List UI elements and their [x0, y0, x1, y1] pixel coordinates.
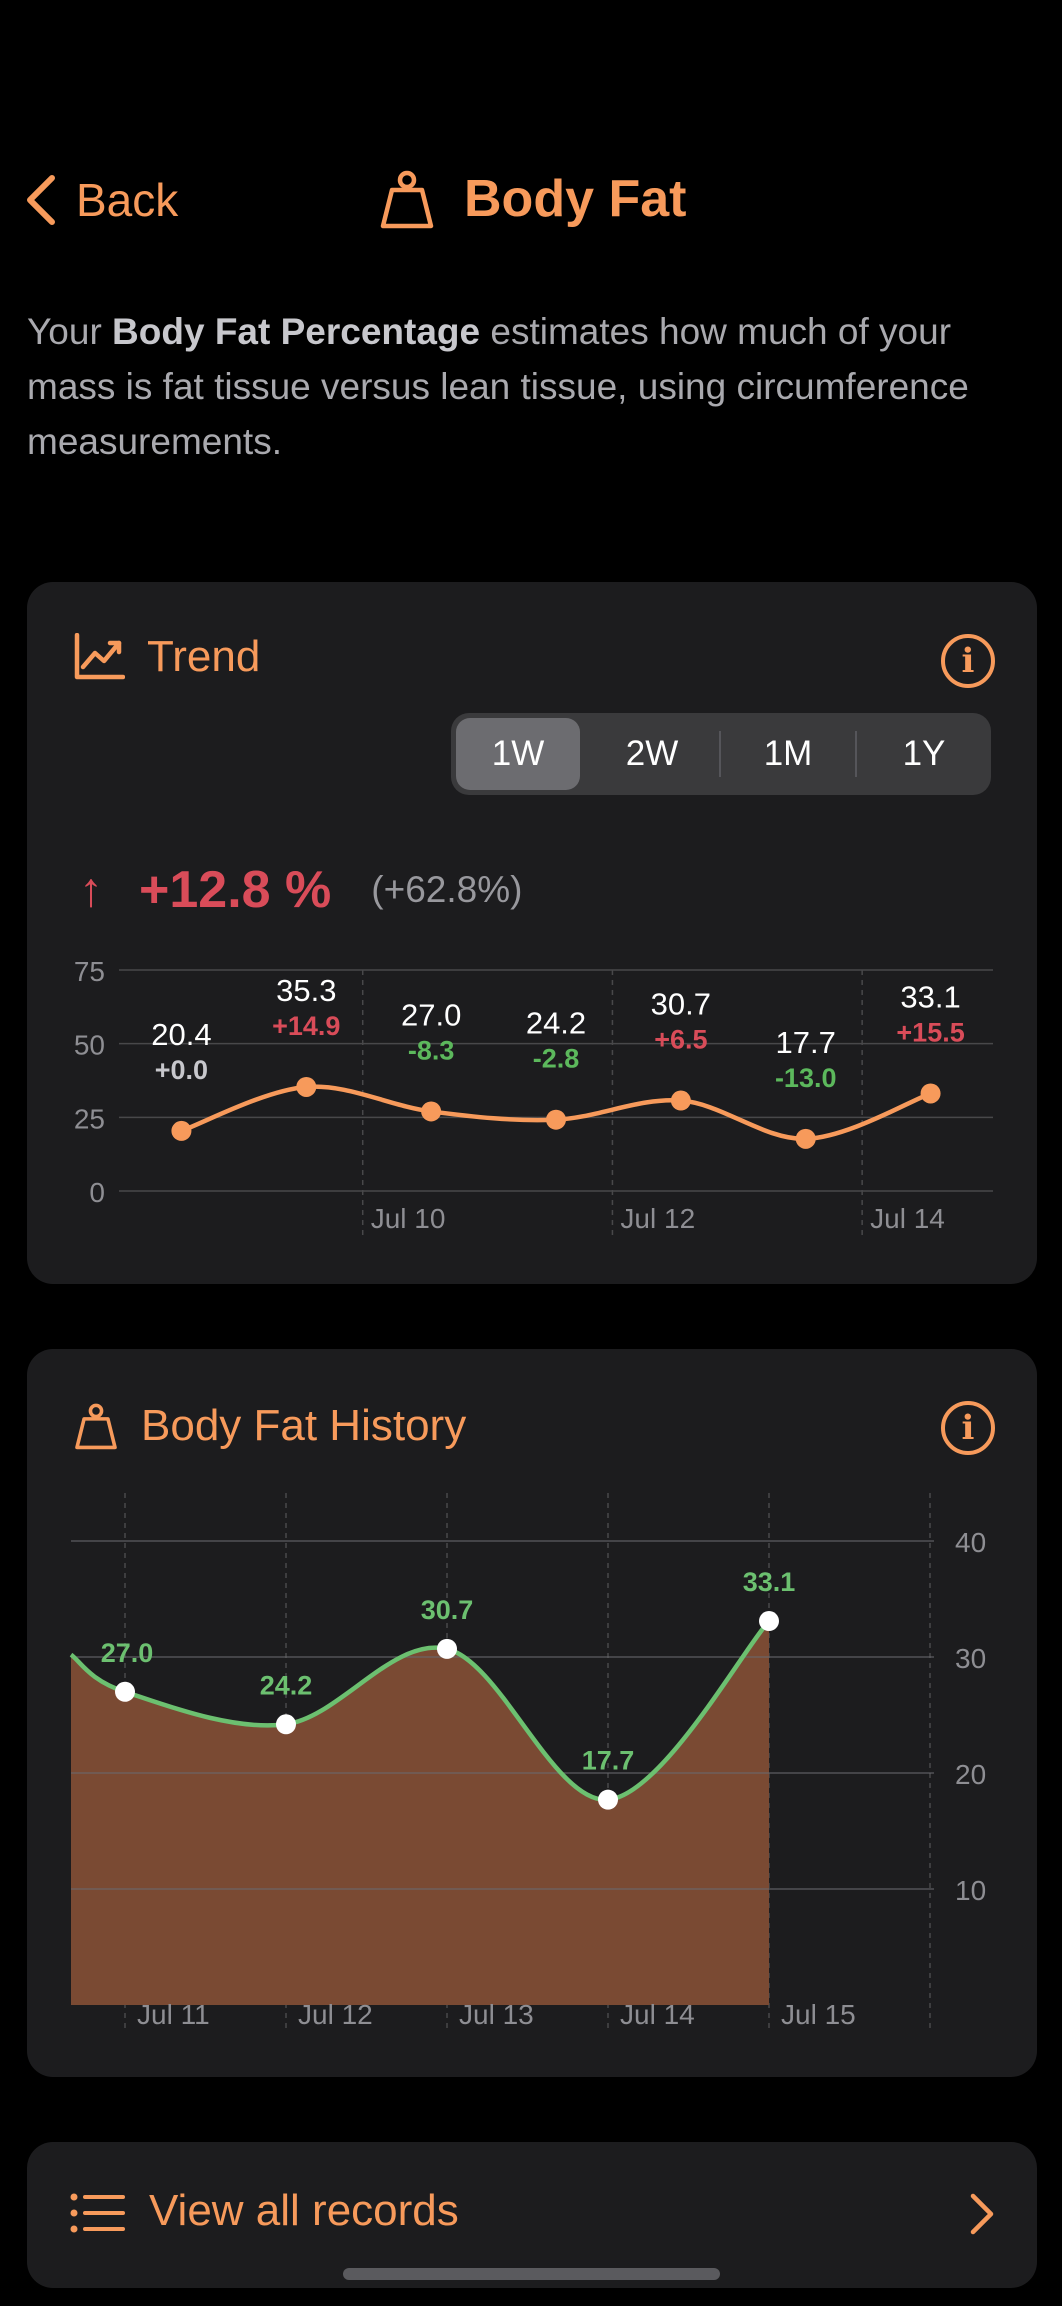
trend-info-icon[interactable]: i: [941, 634, 995, 688]
change-percent: (+62.8%): [371, 869, 523, 910]
history-title: Body Fat History: [141, 1401, 467, 1450]
description: Your Body Fat Percentage estimates how m…: [27, 304, 1037, 469]
home-indicator[interactable]: [343, 2268, 720, 2280]
trend-point: [546, 1109, 566, 1130]
trend-x-tick: Jul 14: [870, 1203, 945, 1234]
trend-title: Trend: [147, 632, 261, 681]
trend-chart-icon: [74, 633, 125, 680]
page-title: Body Fat: [378, 168, 686, 230]
trend-delta-label: -8.3: [408, 1035, 455, 1065]
trend-chart: 75 50 25 0 Jul 10 Jul 12 Jul 14 20.4+0.0 35.3+14…: [74, 956, 993, 1239]
history-y-tick: 10: [955, 1875, 986, 1906]
back-label: Back: [76, 174, 179, 226]
trend-delta-label: +6.5: [654, 1025, 707, 1055]
trend-point: [171, 1120, 192, 1141]
view-all-records-button[interactable]: View all records: [27, 2142, 1037, 2288]
page-title-text: Body Fat: [464, 170, 687, 228]
history-point: [759, 1611, 779, 1632]
segment-1y[interactable]: 1Y: [902, 734, 946, 773]
history-point: [115, 1681, 135, 1702]
history-point: [598, 1789, 618, 1810]
trend-point: [920, 1083, 941, 1104]
trend-y-tick: 50: [74, 1030, 105, 1061]
description-suffix: estimates how much of your mass is fat t…: [27, 311, 969, 462]
history-point: [276, 1714, 296, 1735]
segment-divider: [855, 731, 857, 777]
trend-value-label: 35.3: [276, 973, 336, 1008]
history-x-tick: Jul 15: [781, 1999, 856, 2030]
chevron-right-icon: [970, 2193, 994, 2235]
history-x-tick: Jul 12: [298, 1999, 373, 2030]
history-x-tick: Jul 11: [137, 1999, 210, 2030]
trend-point: [421, 1101, 442, 1122]
history-value-label: 30.7: [421, 1595, 474, 1625]
history-value-label: 27.0: [101, 1638, 154, 1668]
trend-delta-label: +14.9: [272, 1011, 340, 1041]
history-value-label: 33.1: [743, 1567, 796, 1597]
weight-icon: [380, 170, 434, 229]
chevron-left-icon: [27, 175, 55, 225]
trend-point: [670, 1090, 691, 1111]
history-chart: 40 30 20 10 27.0 24.2 30.7 17.7 33.1 Jul 11 Jul 12…: [69, 1493, 986, 2030]
segment-1m[interactable]: 1M: [763, 734, 813, 773]
history-x-tick: Jul 14: [620, 1999, 695, 2030]
trend-point: [296, 1076, 317, 1097]
arrow-up-icon: ↑: [79, 863, 103, 917]
history-card: Body Fat History i 40 30 20 10 27.0 24.2 30.7 1…: [27, 1349, 1037, 2077]
history-value-label: 17.7: [582, 1746, 635, 1776]
history-area: [71, 1621, 769, 2005]
trend-x-tick: Jul 12: [620, 1203, 695, 1234]
trend-delta-label: -2.8: [533, 1044, 580, 1074]
trend-value-label: 17.7: [776, 1025, 836, 1060]
trend-card: Trend i 1W 2W 1M 1Y ↑ +12.8 % (+62.8%) 7…: [27, 582, 1037, 1284]
nav-bar: Back Body Fat: [0, 150, 1062, 260]
history-header: Body Fat History: [73, 1401, 466, 1451]
trend-change: ↑ +12.8 % (+62.8%): [71, 860, 522, 920]
history-x-tick: Jul 13: [459, 1999, 534, 2030]
segment-divider: [719, 731, 721, 777]
trend-y-tick: 75: [74, 956, 105, 987]
history-point: [437, 1638, 457, 1659]
trend-value-label: 20.4: [151, 1017, 211, 1052]
history-y-tick: 30: [955, 1643, 986, 1674]
trend-delta-label: +0.0: [155, 1055, 208, 1085]
trend-header: Trend: [73, 632, 260, 682]
trend-line: [180, 1084, 932, 1142]
description-bold: Body Fat Percentage: [112, 311, 481, 352]
history-y-tick: 20: [955, 1759, 986, 1790]
trend-y-tick: 0: [89, 1177, 105, 1208]
trend-y-tick: 25: [74, 1103, 105, 1134]
weight-icon: [75, 1403, 117, 1450]
history-line: [69, 1619, 771, 1802]
trend-value-label: 30.7: [651, 987, 711, 1022]
segment-2w[interactable]: 2W: [625, 734, 679, 773]
segment-1w[interactable]: 1W: [456, 718, 580, 790]
trend-point: [795, 1128, 816, 1149]
trend-value-label: 33.1: [900, 979, 960, 1014]
trend-value-label: 27.0: [401, 997, 461, 1032]
trend-value-label: 24.2: [526, 1006, 586, 1041]
change-value: +12.8 %: [139, 861, 332, 919]
view-all-records-label: View all records: [149, 2186, 459, 2235]
history-y-tick: 40: [955, 1527, 986, 1558]
trend-delta-label: +15.5: [896, 1017, 964, 1047]
time-range-segmented-control: 1W 2W 1M 1Y: [451, 713, 991, 795]
trend-x-tick: Jul 10: [371, 1203, 446, 1234]
trend-delta-label: -13.0: [775, 1063, 837, 1093]
back-button[interactable]: Back: [22, 172, 178, 228]
list-icon: [70, 2193, 125, 2233]
history-value-label: 24.2: [260, 1670, 313, 1700]
description-prefix: Your: [27, 311, 113, 352]
history-info-icon[interactable]: i: [941, 1401, 995, 1455]
